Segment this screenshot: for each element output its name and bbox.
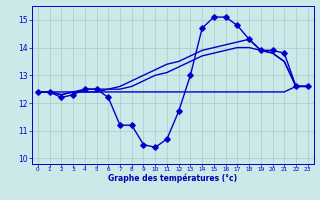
X-axis label: Graphe des températures (°c): Graphe des températures (°c) — [108, 173, 237, 183]
